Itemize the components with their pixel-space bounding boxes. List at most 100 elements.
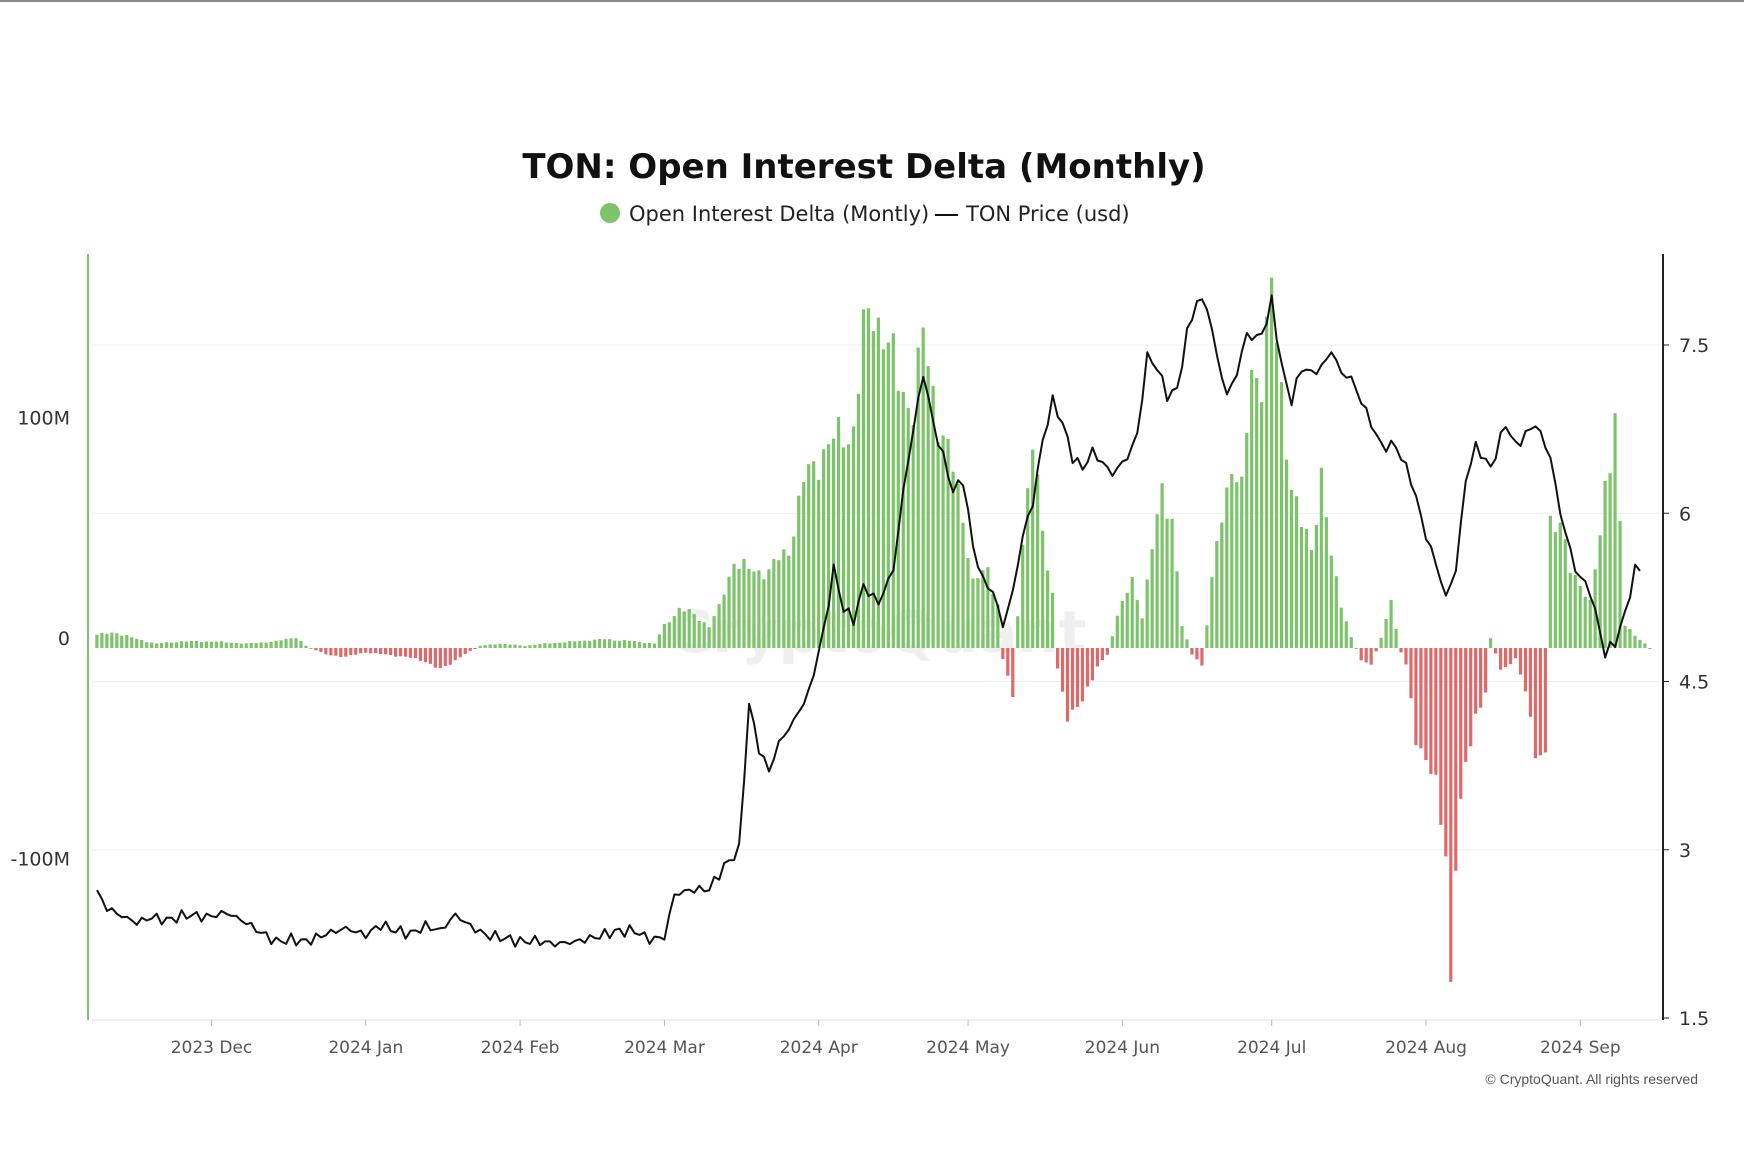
- oi-delta-bar-positive: [1324, 517, 1328, 648]
- oi-delta-bar-positive: [1314, 524, 1318, 648]
- oi-delta-bar-positive: [742, 558, 746, 648]
- oi-delta-bar-positive: [219, 641, 223, 648]
- oi-delta-bar-negative: [1528, 648, 1533, 717]
- oi-delta-bar-positive: [563, 642, 567, 648]
- oi-delta-bar-positive: [518, 645, 522, 648]
- oi-delta-bar-positive: [1618, 520, 1622, 648]
- oi-delta-bar-negative: [398, 648, 403, 657]
- left-axis-tick-label: -100M: [10, 849, 70, 871]
- oi-delta-bar-positive: [1255, 377, 1259, 648]
- oi-delta-bar-negative: [1404, 648, 1408, 665]
- oi-delta-bar-negative: [1439, 648, 1443, 825]
- oi-delta-bar-positive: [125, 635, 129, 648]
- oi-delta-bar-negative: [443, 648, 447, 666]
- oi-delta-bar-negative: [324, 648, 328, 655]
- x-axis-tick-label: 2024 Sep: [1540, 1038, 1621, 1058]
- oi-delta-bar-positive: [707, 627, 711, 648]
- oi-delta-bar-positive: [881, 349, 885, 648]
- oi-delta-bar-positive: [876, 317, 880, 648]
- oi-delta-bar-negative: [433, 648, 437, 668]
- oi-delta-bar-positive: [896, 390, 900, 648]
- oi-delta-bar-positive: [1220, 522, 1224, 648]
- oi-delta-bar-positive: [1165, 518, 1169, 648]
- legend-oi-delta-marker: [600, 203, 620, 223]
- oi-delta-bar-positive: [229, 642, 233, 648]
- oi-delta-bar-negative: [1374, 648, 1378, 652]
- oi-delta-bar-positive: [936, 442, 940, 648]
- oi-delta-bar-positive: [164, 642, 169, 648]
- oi-delta-bar-positive: [1648, 648, 1652, 649]
- oi-delta-bar-positive: [1598, 535, 1602, 648]
- oi-delta-bar-positive: [1568, 572, 1572, 648]
- x-axis-tick-label: 2024 Jul: [1237, 1038, 1306, 1058]
- oi-delta-bar-positive: [1608, 473, 1612, 648]
- right-axis-tick-label: 3: [1679, 840, 1691, 862]
- oi-delta-bar-positive: [986, 567, 990, 648]
- oi-delta-bar-positive: [553, 642, 557, 648]
- oi-delta-bar-positive: [1205, 625, 1209, 648]
- chart-title: TON: Open Interest Delta (Monthly): [522, 147, 1205, 187]
- oi-delta-bar-positive: [1628, 629, 1632, 648]
- oi-delta-bar-positive: [777, 560, 781, 648]
- oi-delta-bar-positive: [583, 640, 587, 648]
- oi-delta-bar-positive: [204, 641, 209, 648]
- oi-delta-bar-negative: [393, 648, 398, 657]
- oi-delta-bar-positive: [886, 342, 890, 648]
- oi-delta-bar-positive: [996, 604, 1000, 648]
- oi-delta-bar-positive: [1175, 571, 1179, 648]
- oi-delta-bar-positive: [135, 638, 139, 648]
- oi-delta-bar-positive: [1349, 637, 1353, 648]
- oi-delta-bar-positive: [757, 570, 761, 648]
- oi-delta-bar-positive: [294, 638, 298, 648]
- x-axis-tick-label: 2024 Jan: [328, 1038, 403, 1058]
- oi-delta-bar-positive: [95, 634, 99, 648]
- oi-delta-bar-negative: [413, 648, 418, 658]
- oi-delta-bar-positive: [1384, 618, 1388, 648]
- oi-delta-bar-positive: [1339, 607, 1343, 648]
- window-top-border: [0, 0, 1744, 2]
- oi-delta-bar-negative: [1095, 648, 1099, 667]
- oi-delta-bar-positive: [1185, 639, 1189, 648]
- oi-delta-bar-positive: [1304, 529, 1309, 648]
- oi-delta-bar-negative: [1538, 648, 1542, 756]
- oi-delta-bar-positive: [817, 479, 821, 648]
- oi-delta-bar-negative: [1459, 648, 1463, 799]
- oi-delta-bar-positive: [1036, 474, 1040, 648]
- oi-delta-bar-positive: [951, 471, 955, 648]
- x-axis-tick-label: 2023 Dec: [171, 1038, 253, 1058]
- oi-delta-bar-positive: [1638, 639, 1642, 648]
- oi-delta-bar-positive: [1026, 488, 1030, 648]
- oi-delta-bar-negative: [1474, 648, 1478, 714]
- oi-delta-bar-positive: [831, 438, 836, 648]
- oi-delta-bar-positive: [1180, 626, 1184, 648]
- oi-delta-bar-positive: [976, 578, 980, 648]
- oi-delta-bar-positive: [1260, 402, 1264, 648]
- oi-delta-bar-positive: [269, 641, 273, 648]
- oi-delta-bar-negative: [344, 648, 348, 657]
- oi-delta-bar-negative: [1434, 648, 1438, 775]
- oi-delta-bar-negative: [1200, 648, 1204, 666]
- oi-delta-bar-positive: [1329, 555, 1333, 648]
- oi-delta-bar-negative: [1419, 648, 1423, 749]
- oi-delta-bar-positive: [1130, 577, 1134, 648]
- x-axis-tick-label: 2024 Feb: [481, 1038, 560, 1058]
- oi-delta-bar-positive: [1240, 476, 1244, 648]
- oi-delta-bar-positive: [279, 640, 283, 648]
- oi-delta-bar-negative: [428, 648, 432, 664]
- oi-delta-bar-negative: [1498, 648, 1503, 670]
- oi-delta-bar-negative: [1508, 648, 1513, 665]
- oi-delta-bar-negative: [1195, 648, 1199, 660]
- oi-delta-bar-positive: [627, 640, 632, 648]
- oi-delta-bar-positive: [1289, 489, 1294, 648]
- right-axis-tick-label: 4.5: [1679, 672, 1709, 694]
- oi-delta-bar-positive: [961, 522, 965, 648]
- oi-delta-bar-negative: [384, 648, 388, 655]
- oi-delta-bar-positive: [543, 643, 547, 648]
- oi-delta-bar-positive: [1309, 550, 1314, 648]
- oi-delta-bar-negative: [468, 648, 472, 651]
- oi-delta-bar-positive: [1354, 648, 1358, 649]
- oi-delta-bar-positive: [234, 643, 238, 648]
- oi-delta-bar-positive: [264, 642, 268, 648]
- oi-delta-bar-negative: [1190, 648, 1194, 655]
- oi-delta-bar-positive: [861, 309, 866, 648]
